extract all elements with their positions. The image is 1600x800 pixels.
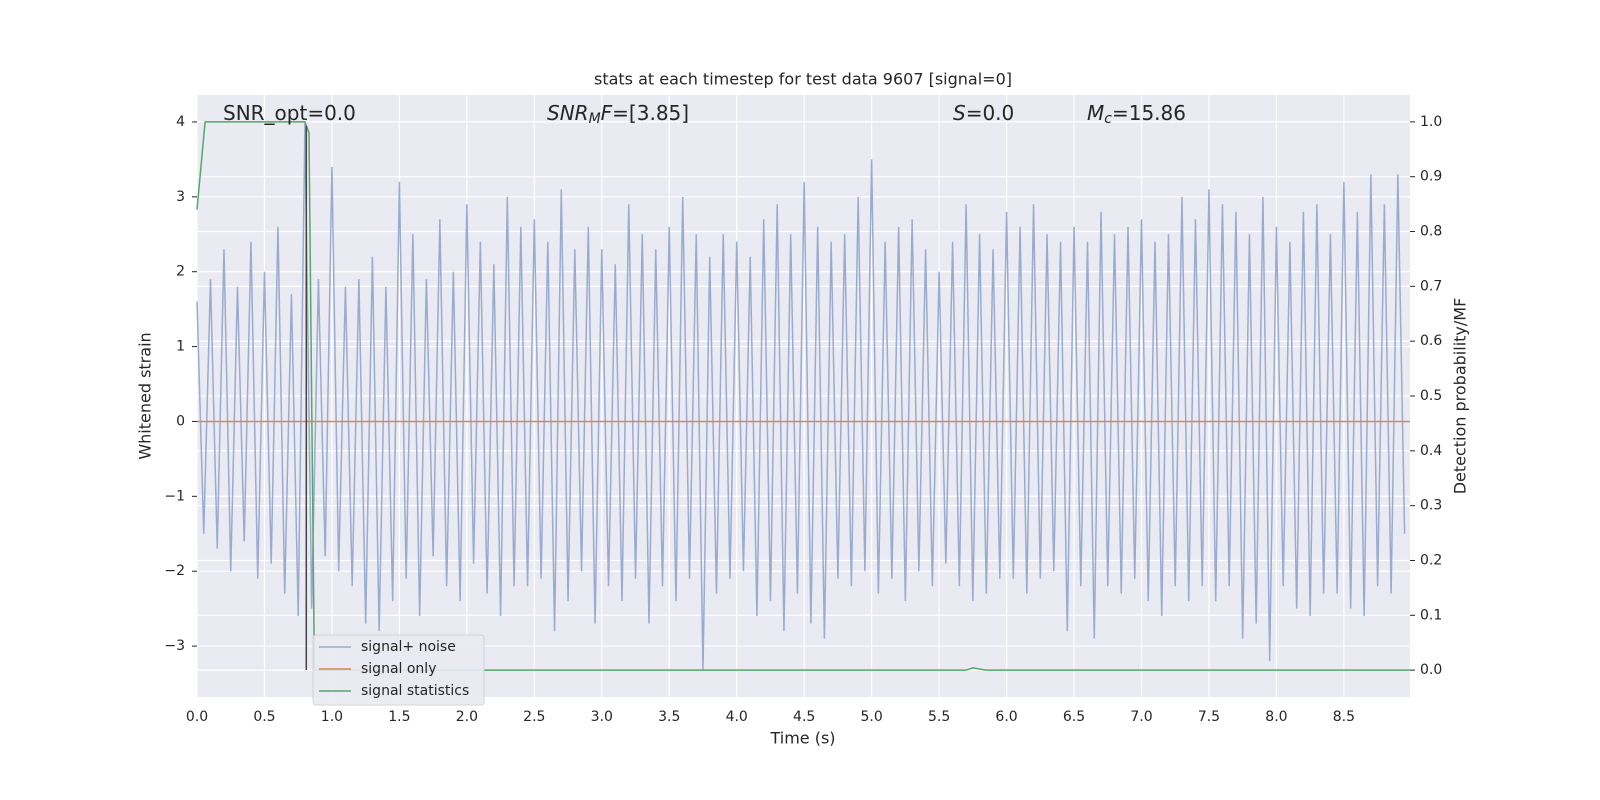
annotation-part: M — [1087, 101, 1104, 125]
y-tick-label: 3 — [176, 189, 185, 205]
legend-label: signal statistics — [361, 683, 469, 699]
annotation: SNRMF=[3.85] — [547, 101, 689, 128]
x-tick-label: 3.0 — [591, 709, 613, 725]
y-tick-label: 2 — [176, 264, 185, 280]
x-tick-label: 7.0 — [1130, 709, 1152, 725]
y2-tick-label: 0.4 — [1420, 443, 1442, 459]
annotation-part: =0.0 — [966, 101, 1015, 125]
y2-tick-label: 0.5 — [1420, 388, 1442, 404]
y-tick-label: 1 — [176, 339, 185, 355]
y-tick-label: −1 — [164, 488, 185, 504]
x-tick-label: 0.5 — [253, 709, 275, 725]
x-tick-label: 2.5 — [523, 709, 545, 725]
y2-axis-label: Detection probability/MF — [1451, 298, 1470, 495]
legend-label: signal only — [361, 661, 436, 677]
x-tick-label: 4.5 — [793, 709, 815, 725]
legend-box — [312, 634, 485, 706]
y2-tick-label: 0.3 — [1420, 498, 1442, 514]
y2-tick-label: 0.2 — [1420, 552, 1442, 568]
annotation: S=0.0 — [953, 101, 1014, 125]
y2-tick-label: 0.0 — [1420, 662, 1442, 678]
x-tick-label: 1.0 — [321, 709, 343, 725]
annotation-part: =[3.85] — [612, 101, 689, 125]
annotation-part: M — [589, 111, 601, 127]
x-tick-label: 5.0 — [861, 709, 883, 725]
chart-title: stats at each timestep for test data 960… — [594, 70, 1012, 89]
annotation-part: SNR — [547, 101, 589, 125]
x-tick-label: 0.0 — [186, 709, 208, 725]
y2-tick-label: 0.8 — [1420, 224, 1442, 240]
x-tick-label: 8.0 — [1265, 709, 1287, 725]
y-tick-label: 0 — [176, 413, 185, 429]
annotation-part: F — [601, 101, 613, 125]
annotation-part: =15.86 — [1112, 101, 1186, 125]
x-tick-label: 5.5 — [928, 709, 950, 725]
x-tick-label: 3.5 — [658, 709, 680, 725]
x-axis-label: Time (s) — [769, 729, 835, 748]
y2-tick-label: 0.9 — [1420, 169, 1442, 185]
y-tick-label: −3 — [164, 638, 185, 654]
series-line — [196, 122, 1406, 671]
x-tick-label: 6.5 — [1063, 709, 1085, 725]
x-tick-label: 2.0 — [456, 709, 478, 725]
annotation: Mc=15.86 — [1087, 101, 1186, 128]
y2-tick-label: 0.6 — [1420, 333, 1442, 349]
y2-tick-label: 0.7 — [1420, 278, 1442, 294]
legend: signal+ noise signal only signal statistic… — [312, 634, 485, 706]
x-tick-label: 1.5 — [388, 709, 410, 725]
legend-label: signal+ noise — [361, 639, 456, 655]
x-tick-label: 6.0 — [995, 709, 1017, 725]
annotation-part: S — [953, 101, 966, 125]
y-tick-label: −2 — [164, 563, 185, 579]
y-tick-label: 4 — [176, 114, 185, 130]
x-tick-label: 8.5 — [1333, 709, 1355, 725]
annotation-part: c — [1104, 111, 1112, 127]
x-tick-label: 7.5 — [1198, 709, 1220, 725]
y2-tick-label: 1.0 — [1420, 114, 1442, 130]
annotation-part: SNR_opt=0.0 — [223, 101, 356, 125]
y2-tick-label: 0.1 — [1420, 607, 1442, 623]
y-axis-label: Whitened strain — [136, 332, 155, 459]
annotation: SNR_opt=0.0 — [223, 101, 356, 125]
x-tick-label: 4.0 — [726, 709, 748, 725]
